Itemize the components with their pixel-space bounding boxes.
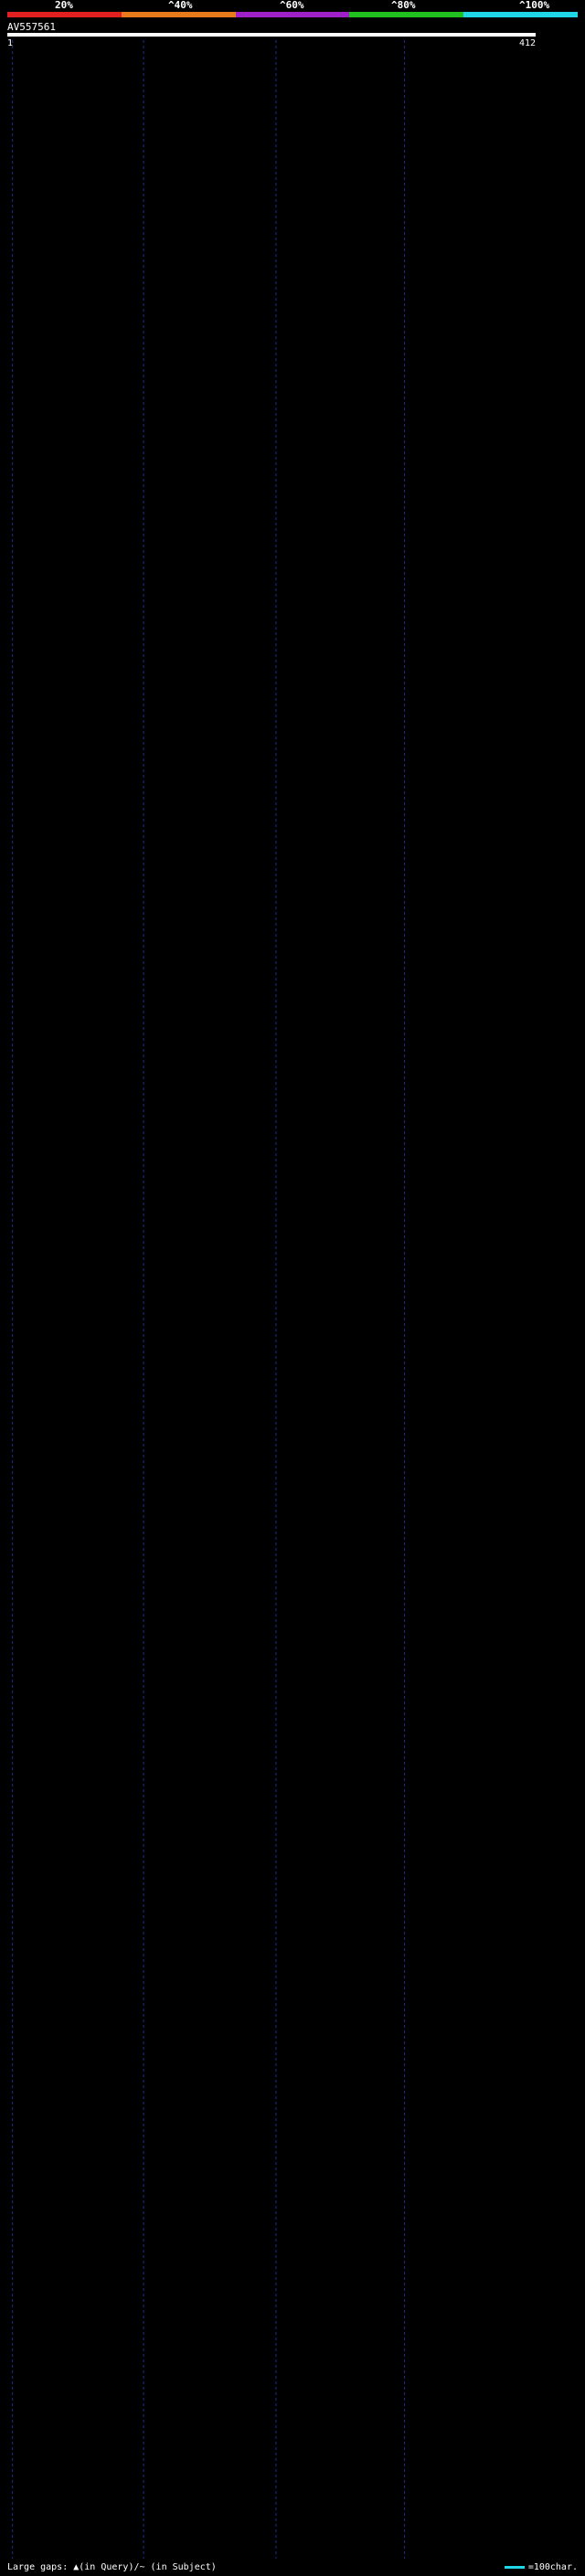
ruler-start-label: 1 (7, 38, 14, 48)
scale-swatch (504, 2565, 525, 2569)
scale-legend: =100char. (504, 2561, 578, 2574)
scale-legend-text: =100char. (527, 2562, 578, 2572)
footer: Large gaps: ▲(in Query)/~ (in Subject) =… (7, 2561, 578, 2574)
query-bar (7, 33, 536, 37)
scale-label-80: ^80% (391, 0, 416, 11)
color-bar-purple (235, 12, 350, 17)
scale-label-40: ^40% (168, 0, 193, 11)
identity-scale: 20% ^40% ^60% ^80% ^100% (0, 0, 585, 20)
scale-label-60: ^60% (280, 0, 304, 11)
color-bar-red (7, 12, 122, 17)
color-bar-green (349, 12, 464, 17)
query-name: AV557561 (7, 21, 56, 33)
scale-label-20: 20% (55, 0, 73, 11)
color-bar-cyan (463, 12, 578, 17)
ruler-end-label: 412 (518, 38, 536, 48)
scale-label-100: ^100% (519, 0, 550, 11)
identity-color-bar (7, 12, 578, 17)
color-bar-orange (121, 12, 236, 17)
gaps-legend: Large gaps: ▲(in Query)/~ (in Subject) (7, 2562, 217, 2572)
